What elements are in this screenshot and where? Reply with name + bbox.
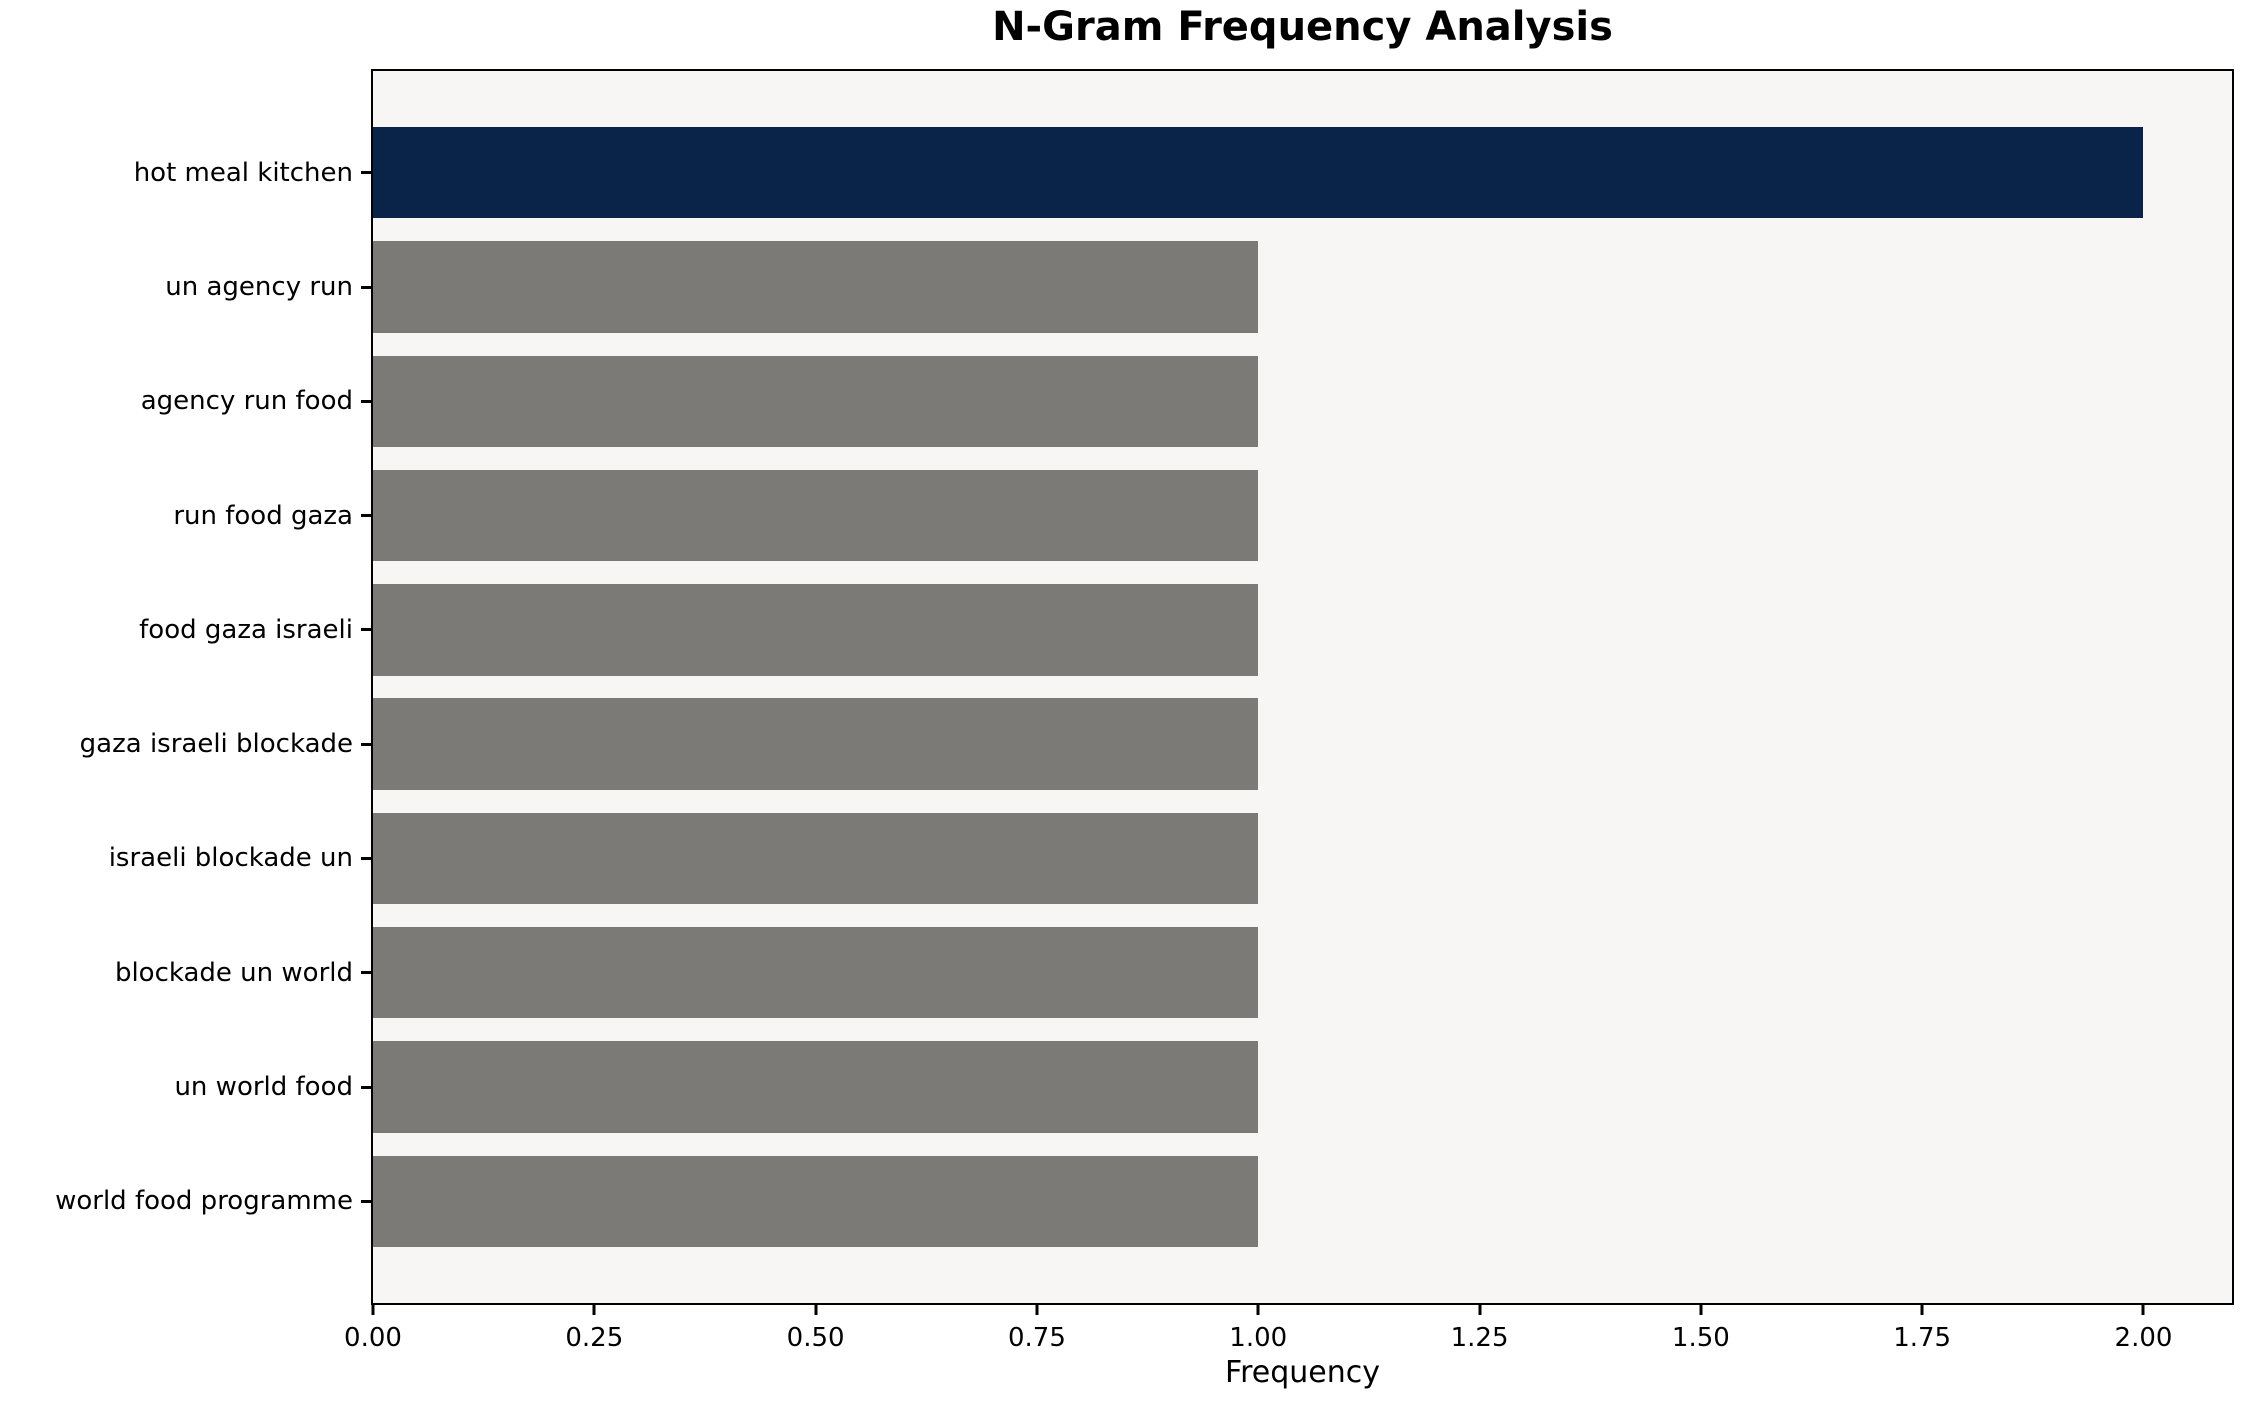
bar-agency-run-food (373, 355, 1259, 447)
y-category-label: blockade un world (114, 957, 353, 988)
y-tick-mark (361, 171, 373, 175)
y-tick-mark (361, 742, 373, 746)
y-tick-mark (361, 856, 373, 860)
x-tick-mark (1920, 1303, 1924, 1315)
y-category-label: hot meal kitchen (133, 157, 353, 188)
x-tick-mark (1478, 1303, 1482, 1315)
x-tick-label: 0.75 (1007, 1323, 1066, 1353)
x-tick-label: 2.00 (2114, 1323, 2173, 1353)
y-category-label: food gaza israeli (139, 614, 353, 645)
plot-area (373, 71, 2232, 1303)
y-category-label: un world food (174, 1072, 353, 1102)
x-tick-label: 0.25 (565, 1323, 624, 1353)
x-tick-mark (1035, 1303, 1039, 1315)
y-category-label: israeli blockade un (108, 843, 353, 874)
x-tick-label: 1.50 (1671, 1323, 1730, 1353)
bar-blockade-un-world (373, 927, 1259, 1019)
y-category-label: un agency run (165, 272, 353, 302)
y-category-label: run food gaza (173, 500, 353, 531)
x-tick-label: 1.25 (1450, 1323, 1509, 1353)
x-tick-label: 1.00 (1229, 1323, 1288, 1353)
y-tick-mark (361, 971, 373, 975)
y-tick-mark (361, 399, 373, 403)
chart-title: N-Gram Frequency Analysis (992, 4, 1613, 50)
bar-food-gaza-israeli (373, 584, 1259, 676)
bar-hot-meal-kitchen (373, 127, 2144, 219)
x-tick-mark (1699, 1303, 1703, 1315)
bar-world-food-programme (373, 1155, 1259, 1247)
bar-gaza-israeli-blockade (373, 698, 1259, 790)
x-tick-mark (1256, 1303, 1260, 1315)
y-tick-mark (361, 1199, 373, 1203)
y-tick-mark (361, 628, 373, 632)
x-tick-label: 0.50 (786, 1323, 845, 1353)
y-tick-mark (361, 514, 373, 518)
bar-run-food-gaza (373, 469, 1259, 562)
y-tick-mark (361, 285, 373, 289)
x-tick-mark (2141, 1303, 2145, 1315)
y-category-label: gaza israeli blockade (79, 729, 353, 760)
x-tick-label: 0.00 (344, 1323, 402, 1353)
bar-un-agency-run (373, 241, 1259, 333)
bar-israeli-blockade-un (373, 812, 1259, 905)
x-axis-title: Frequency (1225, 1355, 1380, 1390)
x-tick-mark (814, 1303, 818, 1315)
x-tick-label: 1.75 (1893, 1323, 1952, 1353)
y-tick-mark (361, 1085, 373, 1089)
y-axis: hot meal kitchen un agency run agency run … (0, 0, 373, 1414)
x-tick-mark (371, 1303, 375, 1315)
bar-un-world-food (373, 1041, 1259, 1133)
y-category-label: world food programme (55, 1186, 353, 1217)
y-category-label: agency run food (140, 386, 353, 417)
x-tick-mark (592, 1303, 596, 1315)
